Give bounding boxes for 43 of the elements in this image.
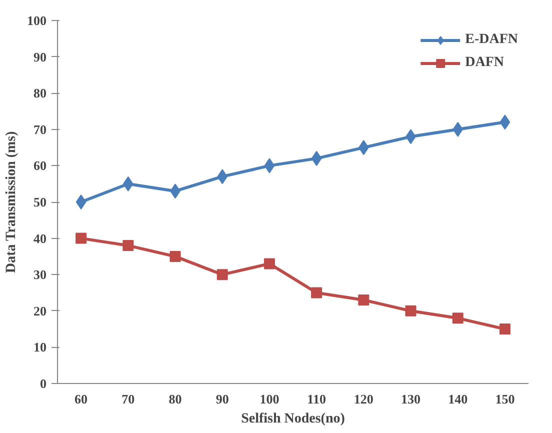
point (452, 312, 464, 324)
y-tick-label: 60 (34, 158, 46, 174)
point (264, 158, 275, 174)
point (405, 305, 416, 316)
x-tick-label: 120 (354, 392, 374, 406)
x-tick-label: 100 (260, 392, 280, 406)
x-axis-title: Selfish Nodes(no) (241, 412, 346, 426)
y-tick-label: 100 (27, 13, 46, 28)
point (311, 287, 322, 298)
point (122, 240, 134, 252)
point (170, 250, 181, 262)
point (452, 122, 464, 137)
x-tick-label: 60 (74, 392, 88, 406)
point (358, 294, 370, 306)
y-tick-label: 0 (40, 376, 46, 391)
point (76, 194, 86, 210)
y-tick-label: 70 (34, 122, 46, 137)
y-tick-label: 10 (34, 340, 46, 355)
y-tick-label: 20 (34, 303, 46, 318)
y-tick-label: 50 (34, 194, 46, 210)
y-tick-label: 40 (34, 230, 46, 246)
point (358, 140, 369, 156)
x-tick-label: 80 (168, 392, 182, 406)
x-tick-label: 110 (307, 392, 326, 406)
point (311, 150, 322, 166)
x-tick-label: 150 (495, 392, 515, 406)
x-tick-label: 70 (122, 392, 135, 406)
point (122, 176, 134, 192)
x-tick-label: 130 (401, 392, 420, 406)
x-tick-label: 90 (216, 392, 229, 406)
y-axis-title: Data Transmission (ms) (4, 130, 19, 274)
point (264, 258, 275, 270)
y-tick-label: 80 (34, 86, 46, 101)
point (499, 324, 510, 335)
point (500, 114, 510, 130)
legend-label: DAFN (465, 55, 504, 71)
y-tick-label: 90 (34, 49, 46, 64)
legend-label: E-DAFN (465, 32, 518, 48)
point (76, 232, 87, 244)
point (216, 269, 228, 280)
x-tick-label: 140 (448, 392, 468, 406)
y-tick-label: 30 (34, 267, 46, 282)
point (217, 169, 228, 184)
